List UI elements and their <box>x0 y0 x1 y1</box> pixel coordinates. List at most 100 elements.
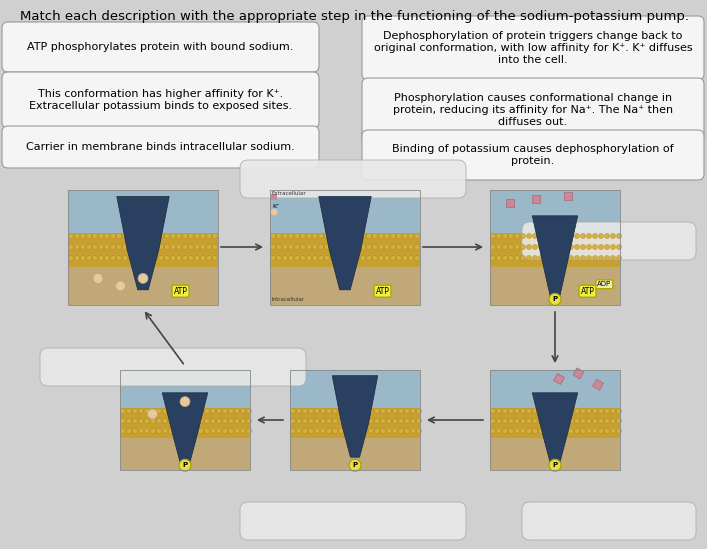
Circle shape <box>402 255 407 260</box>
FancyBboxPatch shape <box>362 78 704 142</box>
Circle shape <box>411 429 416 434</box>
Circle shape <box>194 244 199 249</box>
Circle shape <box>303 418 308 423</box>
Circle shape <box>611 429 616 434</box>
Circle shape <box>141 255 146 260</box>
Bar <box>120 370 250 408</box>
Bar <box>120 370 250 470</box>
Circle shape <box>315 429 320 434</box>
Circle shape <box>168 418 173 423</box>
Circle shape <box>539 408 544 413</box>
Circle shape <box>568 418 573 423</box>
Circle shape <box>580 255 585 260</box>
Circle shape <box>318 244 324 249</box>
Circle shape <box>175 408 180 413</box>
Circle shape <box>503 233 508 238</box>
Circle shape <box>491 408 496 413</box>
Circle shape <box>105 233 110 238</box>
Circle shape <box>373 255 378 260</box>
Circle shape <box>385 233 390 238</box>
Circle shape <box>177 255 182 260</box>
Circle shape <box>414 255 419 260</box>
Circle shape <box>240 418 245 423</box>
Circle shape <box>163 408 168 413</box>
Circle shape <box>563 244 568 249</box>
Circle shape <box>617 429 621 434</box>
Circle shape <box>291 418 296 423</box>
Circle shape <box>132 429 137 434</box>
Circle shape <box>397 244 402 249</box>
Circle shape <box>503 244 508 249</box>
Circle shape <box>349 244 354 249</box>
Circle shape <box>587 233 592 238</box>
Circle shape <box>168 429 173 434</box>
Circle shape <box>351 429 356 434</box>
Circle shape <box>520 233 525 238</box>
Circle shape <box>170 233 175 238</box>
Circle shape <box>491 244 496 249</box>
Circle shape <box>318 233 324 238</box>
Bar <box>120 438 250 470</box>
Circle shape <box>337 255 341 260</box>
Circle shape <box>110 244 115 249</box>
Circle shape <box>165 255 170 260</box>
Text: ATP: ATP <box>173 287 187 296</box>
Circle shape <box>122 244 127 249</box>
Text: P: P <box>552 296 558 302</box>
Circle shape <box>175 429 180 434</box>
Circle shape <box>411 418 416 423</box>
Polygon shape <box>532 216 578 298</box>
Text: Intracellular: Intracellular <box>272 297 305 302</box>
Text: ATP: ATP <box>580 287 595 296</box>
Circle shape <box>575 408 580 413</box>
Circle shape <box>308 408 313 413</box>
Circle shape <box>307 233 312 238</box>
Circle shape <box>69 233 74 238</box>
Circle shape <box>604 233 609 238</box>
Circle shape <box>409 255 414 260</box>
Circle shape <box>551 255 556 260</box>
FancyBboxPatch shape <box>522 502 696 540</box>
Circle shape <box>240 429 245 434</box>
Circle shape <box>515 255 520 260</box>
Circle shape <box>271 244 276 249</box>
Circle shape <box>139 418 144 423</box>
Circle shape <box>366 233 371 238</box>
FancyBboxPatch shape <box>2 22 319 72</box>
Circle shape <box>211 418 216 423</box>
Circle shape <box>539 233 544 238</box>
Polygon shape <box>532 393 578 463</box>
Circle shape <box>617 244 621 249</box>
Circle shape <box>156 408 161 413</box>
Circle shape <box>117 233 122 238</box>
Circle shape <box>307 244 312 249</box>
Circle shape <box>175 418 180 423</box>
Circle shape <box>508 244 513 249</box>
Circle shape <box>199 408 204 413</box>
Circle shape <box>300 255 305 260</box>
Bar <box>490 190 620 305</box>
Circle shape <box>199 429 204 434</box>
Circle shape <box>213 244 218 249</box>
Circle shape <box>271 255 276 260</box>
Circle shape <box>163 429 168 434</box>
Circle shape <box>508 408 513 413</box>
Circle shape <box>86 244 91 249</box>
Circle shape <box>568 255 573 260</box>
Circle shape <box>303 408 308 413</box>
Circle shape <box>491 429 496 434</box>
Circle shape <box>611 244 616 249</box>
Circle shape <box>617 418 621 423</box>
Circle shape <box>402 233 407 238</box>
Circle shape <box>532 408 537 413</box>
FancyBboxPatch shape <box>240 502 466 540</box>
Circle shape <box>187 429 192 434</box>
Text: P: P <box>352 462 358 468</box>
Circle shape <box>611 418 616 423</box>
Circle shape <box>390 244 395 249</box>
Circle shape <box>153 255 158 260</box>
Circle shape <box>170 255 175 260</box>
Circle shape <box>368 418 373 423</box>
Text: Carrier in membrane binds intracellular sodium.: Carrier in membrane binds intracellular … <box>26 142 295 152</box>
Circle shape <box>349 459 361 471</box>
